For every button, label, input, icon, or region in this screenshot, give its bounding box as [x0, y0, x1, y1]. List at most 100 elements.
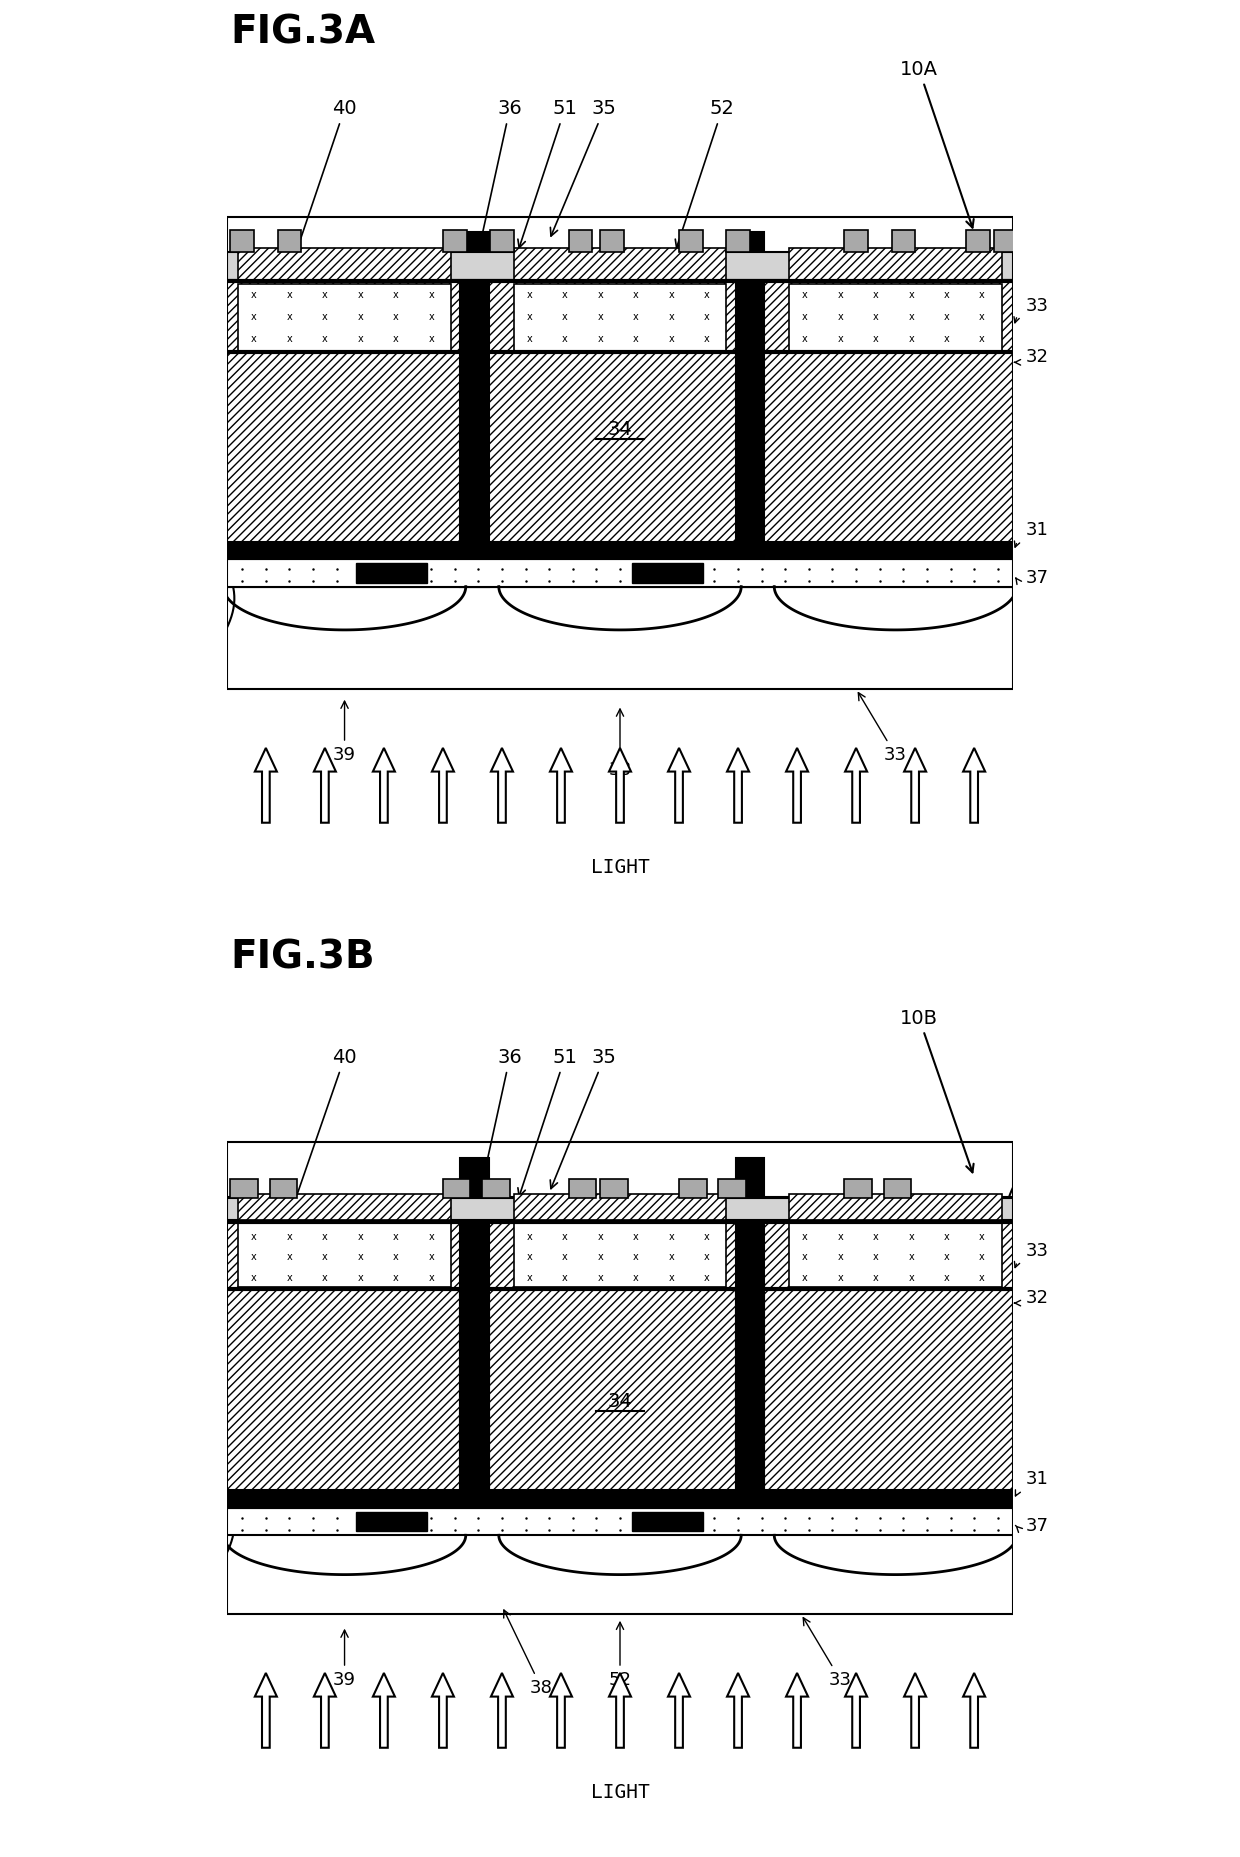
Text: x: x — [252, 1231, 257, 1242]
Text: x: x — [322, 1272, 327, 1283]
Text: 10A: 10A — [900, 59, 973, 228]
Text: 51: 51 — [518, 100, 578, 247]
FancyArrow shape — [786, 748, 808, 823]
Text: x: x — [873, 1252, 879, 1263]
Text: x: x — [802, 334, 807, 344]
Text: 33: 33 — [804, 1617, 852, 1688]
Text: 39: 39 — [334, 1630, 356, 1688]
Text: 10B: 10B — [900, 1008, 973, 1172]
Text: x: x — [668, 1272, 675, 1283]
Text: 37: 37 — [1025, 568, 1048, 587]
FancyArrow shape — [373, 748, 394, 823]
Bar — [513, 249, 727, 280]
Bar — [513, 284, 727, 351]
Text: x: x — [837, 290, 843, 299]
Text: x: x — [598, 312, 603, 321]
Text: 40: 40 — [290, 100, 357, 267]
Bar — [356, 1512, 428, 1532]
Text: x: x — [632, 1272, 639, 1283]
Text: x: x — [980, 1231, 985, 1242]
Text: x: x — [286, 290, 293, 299]
Text: x: x — [944, 290, 950, 299]
Bar — [569, 230, 593, 253]
Text: x: x — [562, 1272, 568, 1283]
Bar — [227, 217, 1013, 689]
Text: x: x — [527, 290, 532, 299]
FancyArrow shape — [255, 748, 277, 823]
Bar — [844, 230, 868, 253]
Bar — [227, 559, 1013, 587]
Text: x: x — [837, 1252, 843, 1263]
Text: x: x — [598, 290, 603, 299]
Bar — [278, 230, 301, 253]
Bar — [227, 1198, 1013, 1220]
Text: x: x — [802, 312, 807, 321]
Text: x: x — [980, 1272, 985, 1283]
Text: x: x — [527, 1231, 532, 1242]
FancyArrow shape — [491, 748, 513, 823]
Bar — [490, 230, 513, 253]
Text: x: x — [980, 312, 985, 321]
Text: x: x — [322, 312, 327, 321]
FancyArrow shape — [432, 748, 454, 823]
Text: x: x — [562, 1231, 568, 1242]
Bar — [227, 542, 1013, 559]
FancyArrow shape — [963, 748, 985, 823]
Text: 34: 34 — [608, 420, 632, 438]
Bar — [718, 1179, 746, 1198]
Text: x: x — [909, 1252, 914, 1263]
Bar — [600, 1179, 627, 1198]
Text: x: x — [322, 1231, 327, 1242]
Bar — [789, 249, 1002, 280]
Text: x: x — [252, 290, 257, 299]
Bar — [789, 284, 1002, 351]
Bar — [227, 1508, 1013, 1536]
Text: x: x — [428, 312, 434, 321]
Text: x: x — [802, 1231, 807, 1242]
Text: x: x — [802, 290, 807, 299]
Text: x: x — [393, 290, 398, 299]
Bar — [227, 1142, 1013, 1614]
Text: x: x — [598, 1272, 603, 1283]
Text: x: x — [562, 312, 568, 321]
Text: x: x — [632, 290, 639, 299]
Text: x: x — [393, 1252, 398, 1263]
Bar — [569, 1179, 596, 1198]
Bar — [632, 1512, 703, 1532]
Bar — [460, 1157, 489, 1512]
Text: 34: 34 — [608, 1393, 632, 1411]
Text: x: x — [909, 334, 914, 344]
Text: x: x — [286, 1252, 293, 1263]
Bar — [460, 232, 489, 587]
Text: x: x — [703, 1252, 709, 1263]
Text: x: x — [668, 1231, 675, 1242]
Text: x: x — [944, 312, 950, 321]
FancyArrow shape — [373, 1673, 394, 1747]
FancyArrow shape — [846, 748, 867, 823]
Bar — [789, 1222, 1002, 1287]
Text: x: x — [632, 1231, 639, 1242]
Text: x: x — [909, 312, 914, 321]
Text: x: x — [873, 312, 879, 321]
Text: x: x — [286, 1231, 293, 1242]
Text: 33: 33 — [1025, 297, 1048, 316]
Bar — [238, 1194, 451, 1220]
Text: x: x — [393, 1231, 398, 1242]
Text: x: x — [668, 1252, 675, 1263]
Text: x: x — [873, 1272, 879, 1283]
Text: x: x — [527, 312, 532, 321]
Text: x: x — [598, 1231, 603, 1242]
Text: 52: 52 — [609, 1623, 631, 1688]
Text: LIGHT: LIGHT — [590, 1783, 650, 1801]
Text: 32: 32 — [1025, 349, 1048, 366]
Text: x: x — [286, 312, 293, 321]
Text: 31: 31 — [1025, 1471, 1048, 1487]
Text: x: x — [632, 312, 639, 321]
Text: x: x — [252, 1272, 257, 1283]
Text: x: x — [393, 312, 398, 321]
Text: x: x — [980, 334, 985, 344]
FancyArrow shape — [668, 1673, 689, 1747]
Text: x: x — [357, 1231, 363, 1242]
Text: x: x — [703, 290, 709, 299]
Text: x: x — [873, 1231, 879, 1242]
